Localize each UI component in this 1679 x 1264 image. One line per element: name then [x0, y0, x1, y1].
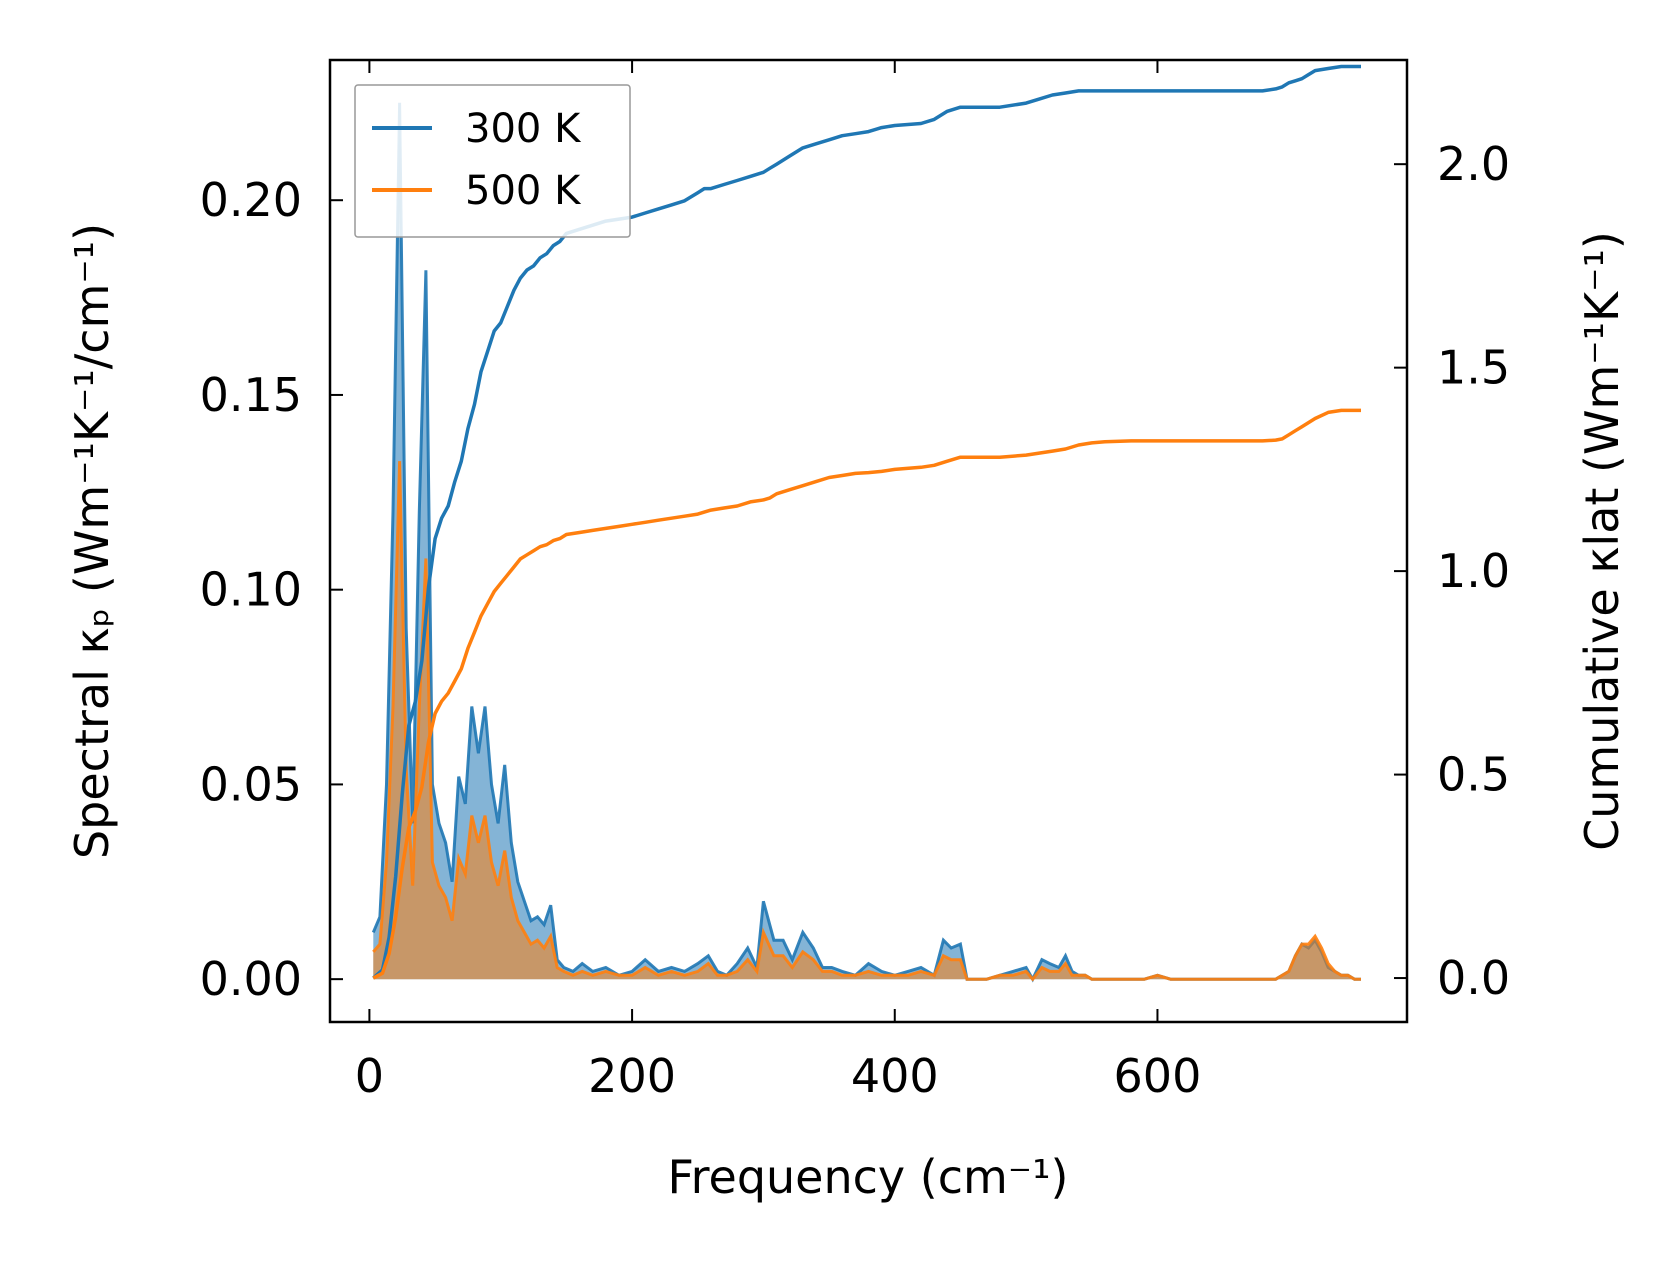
- legend-label-500k: 500 K: [465, 168, 582, 214]
- plot-frame: [328, 58, 1409, 1024]
- x-tick-label: 0: [355, 1049, 384, 1103]
- y-tick-label: 0.20: [200, 173, 302, 227]
- x-tick-label: 200: [588, 1049, 676, 1103]
- y-tick-label: 0.05: [200, 757, 302, 811]
- plot-area: [371, 64, 1361, 983]
- y2-tick-label: 0.5: [1437, 748, 1510, 802]
- y-tick-label: 0.00: [200, 952, 302, 1006]
- x-tick-label: 600: [1114, 1049, 1202, 1103]
- cumulative-line-500k: [372, 408, 1361, 980]
- spectral-area-500k: [373, 461, 1361, 980]
- x-tick-label: 400: [851, 1049, 939, 1103]
- legend-box: [354, 84, 631, 238]
- y2-tick-label: 1.5: [1437, 341, 1510, 395]
- axis-ticks: 0 200 400 600 0.00 0.05 0.10 0.15 0.20 0.0 0.5 1.0 1…: [200, 60, 1510, 1103]
- legend: 300 K 500 K: [354, 84, 631, 238]
- y-tick-label: 0.15: [200, 368, 302, 422]
- y-tick-label: 0.10: [200, 563, 302, 617]
- spectral-line-500k: [372, 461, 1361, 982]
- cumulative-line-300k: [372, 64, 1361, 980]
- y2-tick-label: 2.0: [1437, 137, 1510, 191]
- y2-axis-label: Cumulative κlat (Wm⁻¹K⁻¹): [1575, 231, 1629, 851]
- y-axis-label: Spectral κₚ (Wm⁻¹K⁻¹/cm⁻¹): [65, 223, 119, 859]
- y2-tick-label: 1.0: [1437, 544, 1510, 598]
- y2-tick-label: 0.0: [1437, 951, 1510, 1005]
- legend-label-300k: 300 K: [465, 106, 582, 152]
- x-axis-label: Frequency (cm⁻¹): [668, 1150, 1069, 1204]
